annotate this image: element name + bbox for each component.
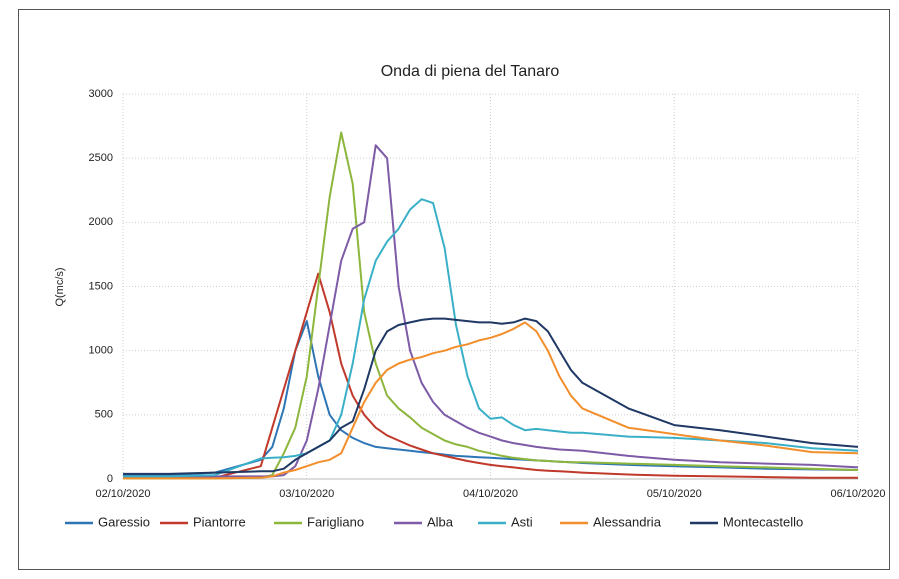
series-line (123, 131, 859, 480)
x-tick-label: 03/10/2020 (279, 488, 334, 500)
y-tick-label: 0 (107, 473, 113, 485)
x-tick-label: 02/10/2020 (95, 488, 150, 500)
legend-label: Garessio (98, 514, 150, 529)
series-line (123, 144, 859, 478)
series-line (123, 272, 858, 479)
y-axis-label: Q(mc/s) (54, 267, 66, 306)
x-tick-label: 05/10/2020 (647, 488, 702, 500)
x-tick-label: 06/10/2020 (830, 488, 885, 500)
y-tick-label: 3000 (89, 88, 113, 100)
x-tick-label: 04/10/2020 (463, 488, 518, 500)
legend-label: Piantorre (193, 514, 246, 529)
series-line (123, 317, 859, 475)
legend-label: Alessandria (593, 514, 662, 529)
legend-label: Alba (427, 514, 454, 529)
legend-label: Montecastello (723, 514, 803, 529)
y-tick-label: 1500 (89, 280, 113, 292)
y-tick-label: 2000 (89, 216, 113, 228)
legend-label: Asti (511, 514, 533, 529)
y-tick-label: 1000 (89, 345, 113, 357)
legend-label: Farigliano (307, 514, 364, 529)
y-tick-label: 2500 (89, 152, 113, 164)
series-line (123, 198, 859, 478)
y-tick-label: 500 (95, 409, 113, 421)
series-line (123, 321, 859, 480)
chart-title: Onda di piena del Tanaro (381, 63, 560, 80)
